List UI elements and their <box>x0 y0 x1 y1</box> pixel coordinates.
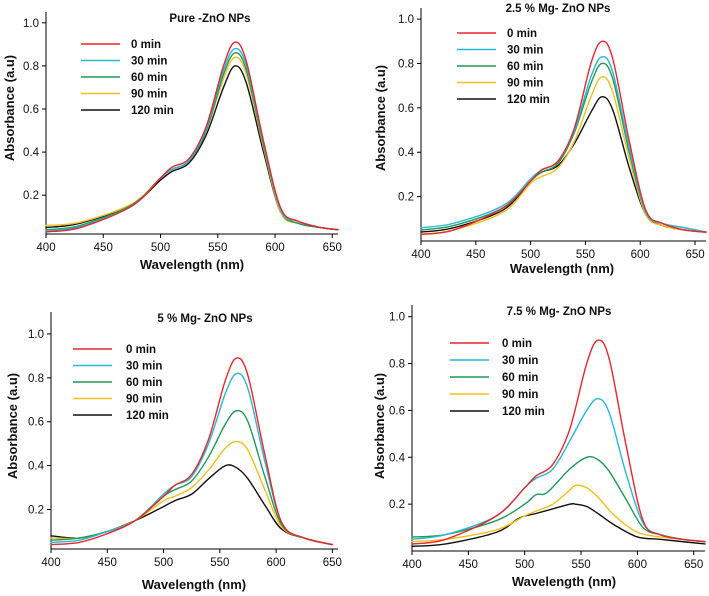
series-line-120-min <box>411 502 706 548</box>
x-tick-label: 550 <box>208 242 227 254</box>
y-tick-label: 1.0 <box>389 312 405 324</box>
x-tick-label: 650 <box>323 557 342 569</box>
chart-panel-1: 400 450 500 550 600 650 0.2 0.4 0.6 0.8 1.0 Wavelen… <box>2 12 342 272</box>
x-axis-label: Wavelength (nm) <box>510 261 614 276</box>
x-tick-label: 400 <box>41 557 60 569</box>
x-tick-label: 500 <box>154 557 173 569</box>
legend-label: 90 min <box>126 394 162 406</box>
y-tick-label: 0.4 <box>389 452 406 464</box>
legend-label: 120 min <box>126 410 169 422</box>
legend-label: 120 min <box>507 94 550 106</box>
series-line-60-min <box>420 62 707 233</box>
legend-label: 0 min <box>131 39 161 51</box>
series-line-90-min <box>50 440 334 546</box>
x-tick-label: 650 <box>323 242 342 254</box>
legend-label: 60 min <box>507 61 543 73</box>
x-tick-label: 450 <box>98 557 117 569</box>
y-tick-label: 0.6 <box>28 417 44 429</box>
x-tick-label: 600 <box>631 249 650 261</box>
x-tick-label: 550 <box>576 249 595 261</box>
x-tick-label: 450 <box>459 559 478 571</box>
legend-label: 60 min <box>126 377 162 389</box>
y-tick-label: 0.2 <box>23 190 39 202</box>
series-line-120-min <box>45 65 339 231</box>
x-axis-label: Wavelength (nm) <box>142 577 246 592</box>
y-tick-label: 0.6 <box>23 104 39 116</box>
y-tick-label: 0.8 <box>398 58 414 70</box>
series-line-60-min <box>45 52 339 231</box>
series-line-90-min <box>411 484 706 543</box>
y-tick-label: 0.4 <box>398 147 415 159</box>
x-tick-label: 550 <box>571 559 590 571</box>
legend-label: 30 min <box>126 361 162 373</box>
legend-label: 60 min <box>502 372 538 384</box>
legend-label: 30 min <box>507 45 543 57</box>
chart-title: Pure -ZnO NPs <box>169 13 250 25</box>
x-tick-label: 550 <box>210 557 229 569</box>
x-tick-label: 400 <box>402 559 421 571</box>
y-tick-label: 0.8 <box>389 359 405 371</box>
x-tick-label: 600 <box>265 242 284 254</box>
y-tick-label: 0.8 <box>28 373 44 385</box>
x-axis-label: Wavelength (nm) <box>512 574 616 589</box>
legend-label: 90 min <box>131 89 167 101</box>
x-tick-label: 600 <box>628 559 647 571</box>
y-tick-label: 1.0 <box>28 329 44 341</box>
y-tick-label: 0.4 <box>23 147 40 159</box>
series-line-90-min <box>45 56 339 231</box>
y-tick-label: 1.0 <box>23 18 39 30</box>
legend-label: 0 min <box>507 28 537 40</box>
chart-title: 7.5 % Mg- ZnO NPs <box>507 306 612 318</box>
y-tick-label: 1.0 <box>398 14 414 26</box>
chart-panel-4: 400 450 500 550 600 650 0.2 0.4 0.6 0.8 1.0 Wavelen… <box>372 305 706 589</box>
chart-title: 2.5 % Mg- ZnO NPs <box>506 3 611 15</box>
x-tick-label: 500 <box>151 242 170 254</box>
x-tick-label: 450 <box>94 242 113 254</box>
legend-label: 0 min <box>502 338 532 350</box>
legend-label: 90 min <box>507 78 543 90</box>
y-tick-label: 0.2 <box>28 505 44 517</box>
x-tick-label: 650 <box>685 249 704 261</box>
x-tick-label: 500 <box>515 559 534 571</box>
y-tick-label: 0.8 <box>23 61 39 73</box>
y-axis-label: Absorbance (a.u) <box>373 65 388 171</box>
series-line-120-min <box>420 96 707 233</box>
series-line-30-min <box>45 47 339 232</box>
series-line-0-min <box>420 40 707 236</box>
chart-panel-3: 400 450 500 550 600 650 0.2 0.4 0.6 0.8 1.0 Wavelen… <box>5 312 342 592</box>
x-tick-label: 650 <box>684 559 703 571</box>
y-axis-label: Absorbance (a.u) <box>372 373 387 479</box>
legend-label: 60 min <box>131 72 167 84</box>
x-tick-label: 450 <box>466 249 485 261</box>
legend-label: 120 min <box>131 105 174 117</box>
series-line-90-min <box>420 75 707 236</box>
chart-panel-2: 400 450 500 550 600 650 0.2 0.4 0.6 0.8 1.0 Wavelen… <box>373 3 707 276</box>
x-axis-label: Wavelength (nm) <box>140 257 244 272</box>
series-line-0-min <box>45 41 339 233</box>
series-line-0-min <box>50 357 334 546</box>
legend-label: 120 min <box>502 406 545 418</box>
y-axis-label: Absorbance (a.u) <box>5 373 20 479</box>
y-tick-label: 0.6 <box>398 103 414 115</box>
x-tick-label: 400 <box>411 249 430 261</box>
legend-label: 0 min <box>126 344 156 356</box>
y-tick-label: 0.4 <box>28 461 45 473</box>
x-tick-label: 500 <box>521 249 540 261</box>
x-tick-label: 400 <box>36 242 55 254</box>
chart-title: 5 % Mg- ZnO NPs <box>157 313 252 325</box>
x-tick-label: 600 <box>267 557 286 569</box>
y-tick-label: 0.2 <box>389 499 405 511</box>
legend-label: 30 min <box>131 56 167 68</box>
y-tick-label: 0.2 <box>398 192 414 204</box>
series-line-30-min <box>411 398 706 543</box>
y-axis-label: Absorbance (a.u) <box>2 55 17 161</box>
legend-label: 30 min <box>502 355 538 367</box>
series-line-0-min <box>411 339 706 545</box>
y-tick-label: 0.6 <box>389 405 405 417</box>
legend-label: 90 min <box>502 389 538 401</box>
